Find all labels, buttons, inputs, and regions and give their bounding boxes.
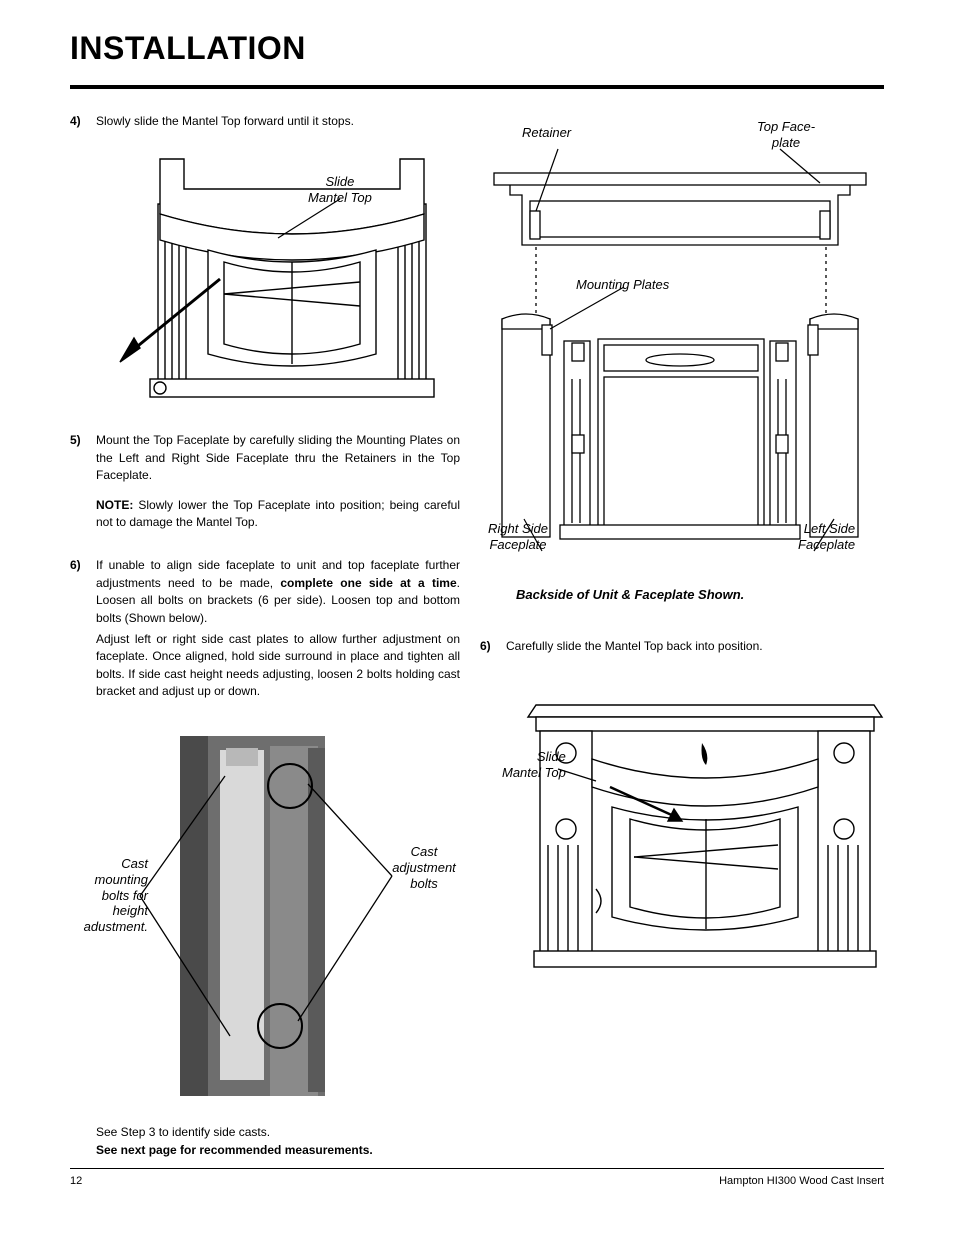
fig1-leader-icon: [270, 194, 350, 244]
step-5-p1: Mount the Top Faceplate by carefully sli…: [96, 432, 460, 484]
left-post-steps: See Step 3 to identify side casts. See n…: [96, 1124, 460, 1159]
step-6-p2: Adjust left or right side cast plates to…: [96, 631, 460, 701]
fig2-mounting-plates-label: Mounting Plates: [576, 277, 669, 293]
fig2-left-side-label: Left Side Faceplate: [798, 521, 855, 552]
footer-product-name: Hampton HI300 Wood Cast Insert: [719, 1175, 884, 1187]
post-l2: See next page for recommended measuremen…: [96, 1142, 460, 1159]
step-4: 4) Slowly slide the Mantel Top forward u…: [70, 113, 460, 130]
step-4-num: 4): [70, 113, 96, 130]
step-6-left: 6) If unable to align side faceplate to …: [70, 557, 460, 712]
fig3-right-label: Cast adjustment bolts: [388, 844, 460, 891]
step-5-note: NOTE: Slowly lower the Top Faceplate int…: [96, 497, 460, 532]
step-5: 5) Mount the Top Faceplate by carefully …: [70, 432, 460, 543]
step-5-num: 5): [70, 432, 96, 543]
fig3-left-label: Cast mounting bolts for height adustment…: [70, 856, 148, 934]
title-rule: [70, 85, 884, 89]
figure-slide-mantel-forward: Slide Mantel Top: [90, 144, 460, 414]
figure2-caption: Backside of Unit & Faceplate Shown.: [516, 587, 890, 602]
footer-page-number: 12: [70, 1175, 82, 1187]
figure-exploded-faceplate: Retainer Top Face- plate Mounting Plates…: [480, 119, 890, 569]
page-footer: 12 Hampton HI300 Wood Cast Insert: [70, 1168, 884, 1187]
step-6-right: 6) Carefully slide the Mantel Top back i…: [480, 638, 890, 655]
left-column: 4) Slowly slide the Mantel Top forward u…: [70, 113, 460, 1159]
fig4-leader-icon: [556, 763, 606, 793]
fig2-top-faceplate-label: Top Face- plate: [746, 119, 826, 150]
step-6r-num: 6): [480, 638, 506, 655]
page-title: INSTALLATION: [70, 30, 884, 67]
right-column: Retainer Top Face- plate Mounting Plates…: [480, 113, 890, 1159]
figure-cast-bolts: Cast mounting bolts for height adustment…: [70, 726, 460, 1106]
fig2-retainer-label: Retainer: [522, 125, 571, 141]
post-l1: See Step 3 to identify side casts.: [96, 1124, 460, 1141]
step-6-p1: If unable to align side faceplate to uni…: [96, 557, 460, 627]
fig2-right-side-label: Right Side Faceplate: [488, 521, 548, 552]
step-4-text: Slowly slide the Mantel Top forward unti…: [96, 113, 460, 130]
step-6r-text: Carefully slide the Mantel Top back into…: [506, 638, 890, 655]
step-6-num: 6): [70, 557, 96, 712]
content-columns: 4) Slowly slide the Mantel Top forward u…: [70, 113, 884, 1159]
footer-rule: [70, 1168, 884, 1169]
figure-slide-mantel-back: Slide Mantel Top: [490, 669, 890, 979]
